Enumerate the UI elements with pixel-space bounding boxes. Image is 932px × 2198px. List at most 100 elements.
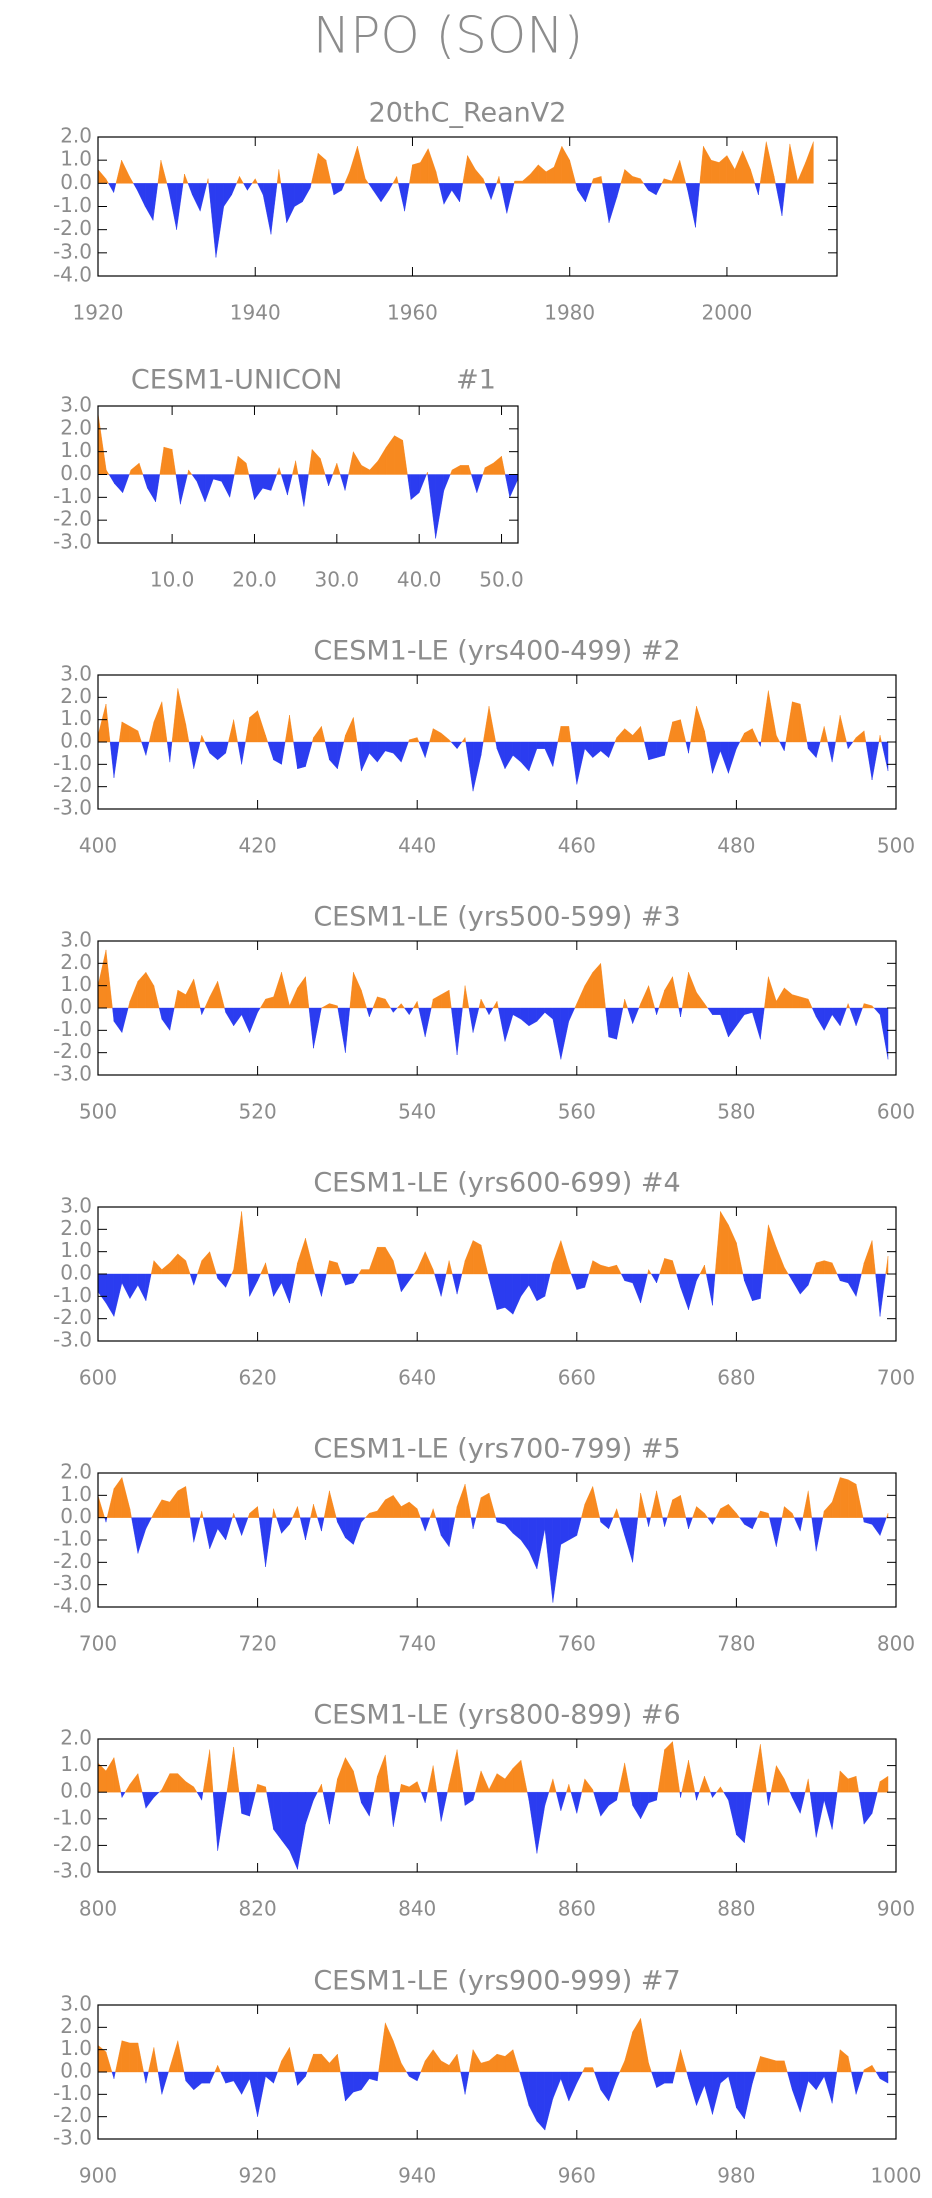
area-segment bbox=[483, 468, 485, 475]
area-segment bbox=[468, 156, 476, 184]
area-segment bbox=[806, 142, 814, 184]
area-segment bbox=[132, 1518, 138, 1554]
area-segment bbox=[720, 2072, 728, 2083]
x-tick-label: 820 bbox=[239, 1897, 277, 1921]
area-segment bbox=[553, 1241, 561, 1275]
area-segment bbox=[673, 1261, 677, 1274]
x-tick-label: 2000 bbox=[701, 301, 752, 325]
area-segment bbox=[816, 1008, 824, 1030]
area-segment bbox=[680, 160, 686, 183]
area-segment bbox=[483, 179, 485, 184]
area-segment bbox=[218, 742, 226, 760]
area-segment bbox=[414, 1270, 417, 1274]
area-segment bbox=[298, 1507, 301, 1518]
y-tick-label: 1.0 bbox=[60, 438, 92, 462]
area-segment bbox=[369, 1511, 377, 1518]
area-segment bbox=[465, 2072, 469, 2094]
area-segment bbox=[872, 1518, 880, 1536]
area-segment bbox=[664, 179, 672, 184]
x-tick-label: 620 bbox=[239, 1366, 277, 1390]
area-segment bbox=[687, 2072, 689, 2079]
area-segment bbox=[205, 997, 210, 1008]
area-segment bbox=[148, 2047, 153, 2072]
area-segment bbox=[609, 2072, 617, 2101]
area-segment bbox=[681, 2050, 687, 2072]
area-segment bbox=[529, 742, 537, 771]
area-segment bbox=[178, 1486, 186, 1517]
area-segment bbox=[170, 1774, 178, 1793]
area-segment bbox=[571, 1792, 577, 1813]
area-segment bbox=[744, 1792, 752, 1843]
area-segment bbox=[681, 1792, 682, 1797]
area-segment bbox=[859, 1792, 864, 1824]
area-segment bbox=[385, 999, 390, 1008]
area-segment bbox=[628, 1008, 633, 1024]
area-segment bbox=[513, 1518, 521, 1540]
area-segment bbox=[337, 2054, 340, 2072]
area-segment bbox=[180, 475, 187, 505]
area-segment bbox=[617, 1265, 622, 1274]
area-segment bbox=[886, 1256, 888, 1274]
area-segment bbox=[369, 742, 377, 762]
area-segment bbox=[776, 1247, 784, 1274]
area-segment bbox=[146, 1792, 154, 1808]
area-segment bbox=[776, 988, 784, 1008]
area-segment bbox=[98, 1274, 106, 1303]
area-segment bbox=[768, 977, 776, 1008]
y-tick-label: -2.0 bbox=[53, 507, 92, 531]
area-segment bbox=[377, 742, 385, 762]
y-tick-label: 0.0 bbox=[60, 461, 92, 485]
area-segment bbox=[377, 1755, 385, 1792]
area-segment bbox=[447, 1784, 449, 1792]
area-segment bbox=[760, 142, 766, 184]
area-segment bbox=[569, 1518, 577, 1540]
area-segment bbox=[169, 183, 177, 229]
area-segment bbox=[760, 2056, 768, 2072]
area-segment bbox=[728, 742, 736, 773]
area-segment bbox=[864, 1518, 872, 1525]
area-segment bbox=[369, 1792, 374, 1816]
area-segment bbox=[656, 183, 662, 195]
area-segment bbox=[266, 1787, 267, 1792]
area-segment bbox=[234, 456, 238, 474]
area-segment bbox=[655, 1008, 657, 1015]
area-segment bbox=[192, 475, 197, 482]
area-segment bbox=[617, 2072, 620, 2079]
area-segment bbox=[776, 2061, 784, 2072]
area-segment bbox=[644, 742, 648, 760]
area-segment bbox=[704, 2072, 712, 2114]
area-segment bbox=[114, 742, 119, 778]
area-segment bbox=[158, 2072, 162, 2094]
x-tick-label: 20.0 bbox=[232, 568, 277, 592]
area-segment bbox=[202, 1008, 205, 1015]
area-segment bbox=[553, 2072, 561, 2099]
area-segment bbox=[712, 1274, 715, 1305]
area-segment bbox=[751, 169, 755, 183]
area-segment bbox=[577, 986, 585, 1008]
area-segment bbox=[521, 1760, 527, 1792]
area-segment bbox=[609, 1008, 617, 1039]
area-segment bbox=[258, 2072, 266, 2117]
area-segment bbox=[261, 1263, 266, 1274]
area-segment bbox=[704, 1513, 707, 1517]
area-segment bbox=[491, 183, 497, 199]
area-segment bbox=[305, 1238, 313, 1274]
area-segment bbox=[137, 183, 145, 206]
area-segment bbox=[425, 1518, 430, 1531]
area-segment bbox=[290, 1274, 296, 1303]
area-segment bbox=[215, 2065, 218, 2072]
area-segment bbox=[800, 1274, 808, 1294]
area-segment bbox=[444, 475, 450, 491]
area-segment bbox=[665, 1742, 673, 1793]
area-segment bbox=[697, 1274, 700, 1281]
area-segment bbox=[485, 463, 493, 474]
area-segment bbox=[170, 742, 172, 762]
y-tick-label: -1.0 bbox=[53, 1527, 92, 1551]
y-tick-label: 2.0 bbox=[60, 950, 92, 974]
area-segment bbox=[847, 742, 849, 749]
area-segment bbox=[190, 1274, 194, 1285]
area-segment bbox=[142, 742, 146, 755]
area-segment bbox=[365, 179, 368, 184]
area-segment bbox=[305, 742, 312, 767]
area-segment bbox=[593, 1486, 600, 1517]
